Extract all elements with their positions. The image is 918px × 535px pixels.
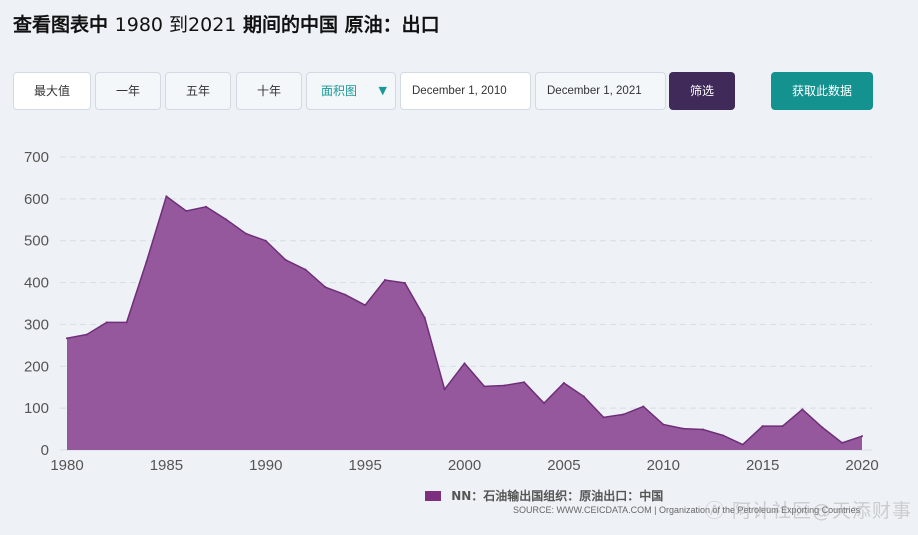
chevron-down-icon: ▼ <box>378 84 387 97</box>
data-point <box>423 316 426 319</box>
data-point <box>841 441 844 444</box>
data-point <box>761 425 764 428</box>
start-date-input[interactable]: December 1, 2010 <box>400 72 531 110</box>
data-point <box>403 281 406 284</box>
data-point <box>205 205 208 208</box>
watermark: Ⓐ 阿计社区@天添财事 <box>705 500 913 522</box>
x-tick-label: 1985 <box>150 457 183 474</box>
data-point <box>105 321 108 324</box>
x-tick-label: 2000 <box>448 457 481 474</box>
area-fill <box>67 196 862 450</box>
area-series <box>66 195 863 450</box>
data-point <box>344 293 347 296</box>
data-point <box>225 218 227 221</box>
x-tick-label: 2015 <box>746 457 779 474</box>
axis-labels: 0 100 200 300 400 500 600 700 1980 1985 1990 1995 20… <box>24 149 879 474</box>
chart-type-value: 面积图 <box>321 84 358 98</box>
data-point <box>264 239 267 242</box>
range-10y-button[interactable]: 十年 <box>236 72 302 110</box>
legend-swatch <box>425 490 441 501</box>
filter-button[interactable]: 筛选 <box>669 72 735 110</box>
data-point <box>721 434 724 437</box>
x-tick-label: 1995 <box>348 457 381 474</box>
data-point <box>622 413 625 416</box>
data-point <box>642 405 645 408</box>
source-note: SOURCE: WWW.CEICDATA.COM | Organization … <box>513 505 861 515</box>
x-tick-label: 2010 <box>647 457 680 474</box>
data-point <box>443 388 446 391</box>
x-tick-label: 1990 <box>249 457 282 474</box>
data-point <box>503 384 506 387</box>
data-point <box>85 333 88 336</box>
data-point <box>702 428 704 431</box>
data-point <box>741 443 744 446</box>
end-date-input[interactable]: December 1, 2021 <box>535 72 666 110</box>
y-tick-label: 0 <box>41 442 49 459</box>
data-point <box>66 337 68 340</box>
x-tick-label: 1980 <box>50 457 83 474</box>
data-point <box>582 395 585 398</box>
data-point <box>523 381 526 384</box>
legend: NN：石油输出国组织：原油出口：中国 <box>425 487 663 504</box>
data-point <box>861 435 863 438</box>
data-point <box>145 260 148 263</box>
data-point <box>304 268 307 271</box>
x-tick-label: 2020 <box>845 457 878 474</box>
data-point <box>165 195 168 198</box>
chart-type-select[interactable]: 面积图 ▼ <box>306 72 396 110</box>
data-point <box>284 258 287 261</box>
y-tick-label: 200 <box>24 358 49 375</box>
data-point <box>483 385 486 388</box>
y-tick-label: 100 <box>24 400 49 417</box>
data-point <box>185 209 188 212</box>
data-point <box>662 423 665 426</box>
data-point <box>821 426 824 429</box>
get-data-button[interactable]: 获取此数据 <box>771 72 873 110</box>
data-point <box>801 408 804 411</box>
range-1y-button[interactable]: 一年 <box>95 72 161 110</box>
range-5y-button[interactable]: 五年 <box>165 72 231 110</box>
data-point <box>244 232 247 235</box>
range-max-button[interactable]: 最大值 <box>13 72 91 110</box>
title-suffix: 期间的中国 原油：出口 <box>243 14 440 36</box>
data-point <box>384 279 386 282</box>
title-range: 1980 到2021 <box>114 14 237 36</box>
data-point <box>543 402 545 405</box>
y-tick-label: 300 <box>24 316 49 333</box>
data-point <box>682 427 685 430</box>
y-tick-label: 600 <box>24 191 49 208</box>
data-point <box>562 382 565 385</box>
data-point <box>125 321 128 324</box>
y-tick-label: 400 <box>24 275 49 292</box>
data-point <box>781 425 784 428</box>
legend-label: NN：石油输出国组织：原油出口：中国 <box>451 489 664 503</box>
data-point <box>324 286 327 289</box>
x-tick-label: 2005 <box>547 457 580 474</box>
y-tick-label: 500 <box>24 233 49 250</box>
data-point <box>602 416 605 419</box>
page-title: 查看图表中 1980 到2021 期间的中国 原油：出口 <box>13 10 440 37</box>
data-point <box>463 362 466 365</box>
y-tick-label: 700 <box>24 149 49 166</box>
data-point <box>364 304 367 307</box>
title-prefix: 查看图表中 <box>13 14 109 36</box>
